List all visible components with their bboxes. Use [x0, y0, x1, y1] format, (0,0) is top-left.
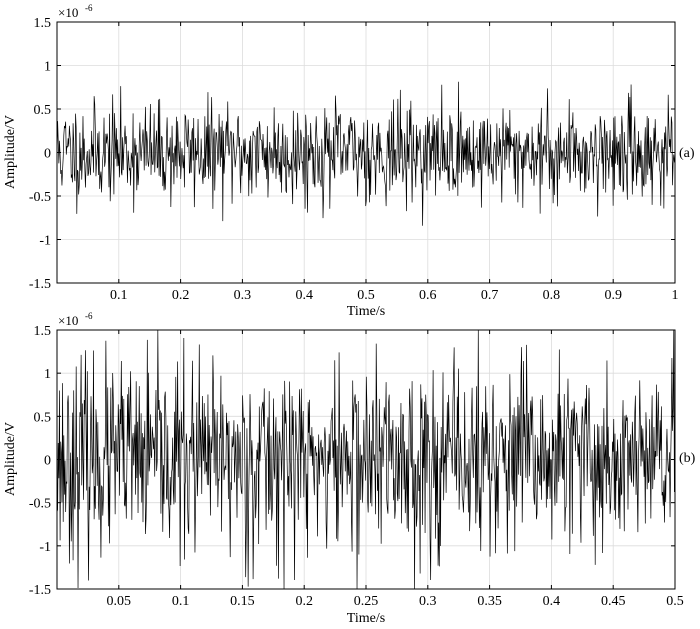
x-tick-label: 0.9	[604, 288, 622, 303]
x-tick-label: 0.6	[419, 288, 437, 303]
panel-b: 0.05 0.1 0.15 0.2 0.25 0.3 0.35 0.4 0.45 0.5 1.5 1 0…	[3, 311, 696, 626]
panel-label: (b)	[679, 451, 696, 466]
x-tick-label: 0.5	[666, 594, 684, 609]
panel-a: 0.1 0.2 0.3 0.4 0.5 0.6 0.7 0.8 0.9 1 1.5 1 0.5 0 -0.5…	[3, 3, 695, 319]
x-tick-label: 0.1	[172, 594, 190, 609]
y-tick-label: 0	[44, 454, 51, 469]
x-tick-label: 0.4	[295, 288, 313, 303]
panel-label: (a)	[679, 146, 695, 161]
signal-line	[56, 329, 676, 590]
signal-group	[56, 329, 676, 590]
x-tick-label: 0.5	[357, 288, 375, 303]
x-tick-label: 0.25	[354, 594, 379, 609]
y-tick-label: 1	[44, 367, 51, 382]
x-tick-label: 0.8	[543, 288, 561, 303]
x-tick-label: 0.3	[419, 594, 437, 609]
y-tick-label: 1	[44, 60, 51, 75]
y-tick-label: -1	[39, 540, 51, 555]
x-tick-label: 0.05	[107, 594, 132, 609]
x-tick-label: 0.1	[110, 288, 128, 303]
x-tick-label: 0.45	[601, 594, 626, 609]
y-multiplier: ×10	[58, 5, 78, 20]
y-tick-label: 0.5	[34, 410, 52, 425]
x-tick-label: 0.7	[481, 288, 499, 303]
y-tick-label: 1.5	[34, 16, 52, 31]
x-tick-label: 1	[672, 288, 679, 303]
x-axis-label: Time/s	[347, 611, 385, 626]
x-tick-label: 0.15	[230, 594, 255, 609]
signal-group	[56, 81, 676, 226]
x-tick-label: 0.3	[234, 288, 252, 303]
y-axis-label: Amplitude/V	[3, 115, 18, 189]
y-tick-label: -1.5	[29, 277, 51, 292]
x-axis-label: Time/s	[347, 304, 385, 319]
y-tick-label: 1.5	[34, 324, 52, 339]
y-multiplier: ×10	[58, 313, 78, 328]
y-axis-label: Amplitude/V	[3, 422, 18, 496]
tick-group: 0.05 0.1 0.15 0.2 0.25 0.3 0.35 0.4 0.45 0.5 1.5 1 0…	[29, 324, 684, 609]
y-tick-label: 0	[44, 147, 51, 162]
y-tick-label: -1.5	[29, 583, 51, 598]
y-tick-label: -0.5	[29, 497, 51, 512]
signal-line	[56, 81, 676, 226]
x-tick-label: 0.35	[477, 594, 502, 609]
tick-group: 0.1 0.2 0.3 0.4 0.5 0.6 0.7 0.8 0.9 1 1.5 1 0.5 0 -0.5…	[29, 16, 679, 303]
y-tick-label: -0.5	[29, 190, 51, 205]
y-tick-label: 0.5	[34, 103, 52, 118]
y-exponent: -6	[85, 311, 93, 321]
x-tick-label: 0.2	[172, 288, 190, 303]
y-tick-label: -1	[39, 234, 51, 249]
y-exponent: -6	[85, 3, 93, 13]
x-tick-label: 0.2	[295, 594, 313, 609]
x-tick-label: 0.4	[543, 594, 561, 609]
